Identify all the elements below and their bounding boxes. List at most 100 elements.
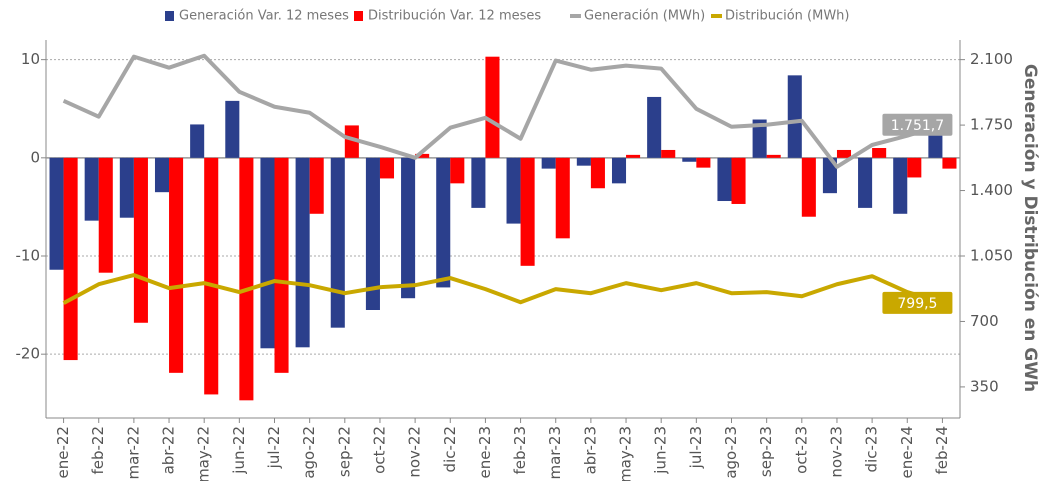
y2-tick-label: 2.100 xyxy=(970,50,1013,68)
bar xyxy=(661,149,676,158)
bar xyxy=(647,96,662,158)
bar xyxy=(893,157,908,214)
bar xyxy=(836,149,852,158)
bar xyxy=(485,56,500,158)
y2-axis-label: Generación y Distribución en GWh xyxy=(1020,64,1039,392)
bar xyxy=(682,157,697,162)
bar xyxy=(295,157,310,348)
y2-tick-label: 350 xyxy=(970,377,999,395)
bar xyxy=(942,157,957,169)
x-tick-label: abr-23 xyxy=(581,426,599,474)
bar xyxy=(576,157,591,166)
bar xyxy=(330,157,345,328)
legend-label: Distribución (MWh) xyxy=(725,9,849,24)
x-tick-label: mar-23 xyxy=(546,426,564,480)
bar xyxy=(379,157,395,179)
bar xyxy=(787,75,802,158)
bar xyxy=(225,100,240,158)
bar xyxy=(752,119,767,158)
bar xyxy=(626,154,641,158)
x-tick-label: may-22 xyxy=(195,426,213,481)
value-label-box xyxy=(882,291,953,314)
legend-swatch xyxy=(354,11,363,21)
x-tick-label: nov-23 xyxy=(827,426,845,478)
x-tick-label: ene-22 xyxy=(54,426,72,478)
bar xyxy=(154,157,170,193)
value-label: 1.751,7 xyxy=(891,118,944,134)
bar xyxy=(63,157,78,361)
bar xyxy=(801,157,816,217)
bar xyxy=(169,157,184,373)
x-tick-label: nov-22 xyxy=(406,426,424,478)
bar xyxy=(204,157,219,395)
x-tick-label: jul-22 xyxy=(265,426,283,469)
bar xyxy=(541,157,556,169)
bar xyxy=(766,154,781,158)
bar xyxy=(415,153,430,158)
bar xyxy=(98,157,113,273)
legend-label: Generación Var. 12 meses xyxy=(179,9,349,24)
line xyxy=(62,53,944,169)
bar xyxy=(555,157,570,239)
x-tick-label: oct-23 xyxy=(792,426,810,474)
bar xyxy=(436,157,451,288)
bar xyxy=(309,157,324,214)
bar xyxy=(190,124,205,158)
bar xyxy=(49,157,64,270)
bar xyxy=(344,125,359,158)
x-tick-label: sep-22 xyxy=(335,426,353,477)
bar xyxy=(84,157,99,221)
bar xyxy=(590,157,605,189)
x-tick-label: ene-24 xyxy=(898,426,916,478)
bar xyxy=(365,157,380,310)
bar xyxy=(274,157,289,373)
y2-tick-label: 700 xyxy=(970,312,999,330)
x-tick-label: dic-23 xyxy=(863,426,881,472)
bar xyxy=(907,157,922,178)
bar xyxy=(872,148,887,158)
y2-tick-label: 1.050 xyxy=(970,247,1013,265)
bar xyxy=(928,130,943,158)
x-tick-label: sep-23 xyxy=(757,426,775,477)
bar xyxy=(696,157,711,168)
y-tick-label: 0 xyxy=(30,148,40,166)
x-tick-label: jul-23 xyxy=(687,426,705,469)
bar xyxy=(260,157,275,349)
x-tick-label: abr-22 xyxy=(160,426,178,474)
x-tick-label: feb-23 xyxy=(511,426,529,475)
bar xyxy=(731,157,746,204)
bar xyxy=(858,157,873,208)
bar xyxy=(506,157,521,224)
bar xyxy=(119,157,134,218)
bar xyxy=(133,157,148,323)
x-tick-label: jun-23 xyxy=(652,426,670,475)
y2-tick-label: 1.750 xyxy=(970,116,1013,134)
legend-label: Generación (MWh) xyxy=(584,9,705,24)
legend-label: Distribución Var. 12 meses xyxy=(368,9,541,24)
x-tick-label: feb-22 xyxy=(89,426,107,475)
y-tick-label: -10 xyxy=(16,247,41,265)
bar xyxy=(239,157,254,401)
bar xyxy=(401,157,416,299)
x-tick-label: jun-22 xyxy=(230,426,248,475)
bar xyxy=(822,157,837,194)
value-label-box xyxy=(882,113,953,136)
x-tick-label: ago-22 xyxy=(300,426,318,479)
x-tick-label: ene-23 xyxy=(476,426,494,478)
bar xyxy=(450,157,465,184)
line xyxy=(62,273,944,305)
y-tick-label: -20 xyxy=(16,345,41,363)
y-tick-label: 10 xyxy=(21,50,40,68)
x-tick-label: feb-24 xyxy=(933,426,951,475)
x-tick-label: oct-22 xyxy=(370,426,388,474)
bar xyxy=(520,157,535,266)
bar xyxy=(717,157,732,202)
bar xyxy=(471,157,486,208)
bar xyxy=(611,157,627,184)
legend-swatch xyxy=(165,11,174,21)
x-tick-label: may-23 xyxy=(617,426,635,481)
y2-tick-label: 1.400 xyxy=(970,181,1013,199)
x-tick-label: ago-23 xyxy=(722,426,740,479)
x-tick-label: mar-22 xyxy=(124,426,142,480)
